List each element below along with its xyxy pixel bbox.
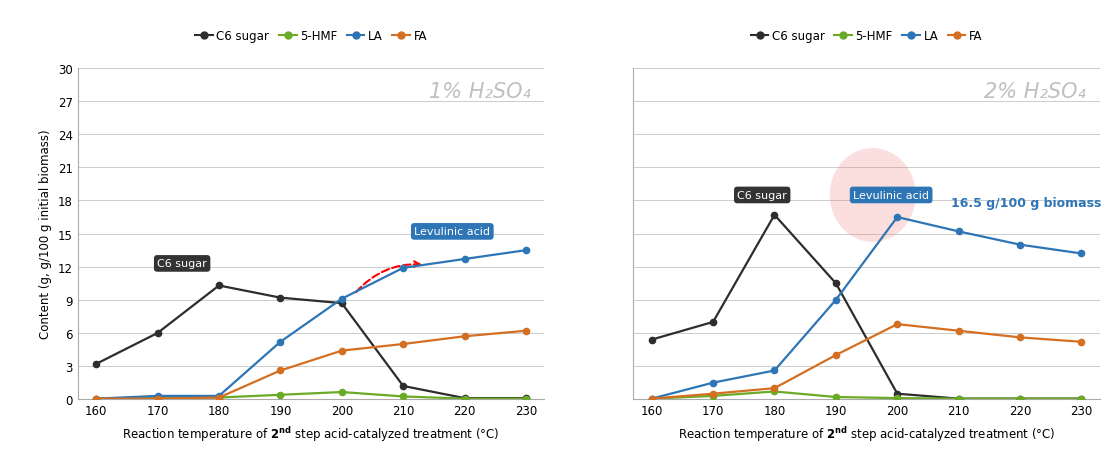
Legend: C6 sugar, 5-HMF, LA, FA: C6 sugar, 5-HMF, LA, FA — [745, 25, 988, 48]
Text: C6 sugar: C6 sugar — [738, 190, 787, 201]
Text: 1% H₂SO₄: 1% H₂SO₄ — [429, 82, 530, 102]
Text: Levulinic acid: Levulinic acid — [853, 190, 929, 201]
Legend: C6 sugar, 5-HMF, LA, FA: C6 sugar, 5-HMF, LA, FA — [190, 25, 432, 48]
Text: Levulinic acid: Levulinic acid — [414, 227, 490, 237]
Ellipse shape — [830, 149, 915, 242]
Text: 16.5 g/100 g biomass: 16.5 g/100 g biomass — [951, 197, 1101, 210]
Y-axis label: Content (g, g/100 g initial biomass): Content (g, g/100 g initial biomass) — [39, 129, 52, 339]
Text: C6 sugar: C6 sugar — [158, 259, 207, 269]
X-axis label: Reaction temperature of $\mathbf{2^{nd}}$ step acid-catalyzed treatment (°C): Reaction temperature of $\mathbf{2^{nd}}… — [122, 424, 500, 443]
Text: 2% H₂SO₄: 2% H₂SO₄ — [984, 82, 1085, 102]
X-axis label: Reaction temperature of $\mathbf{2^{nd}}$ step acid-catalyzed treatment (°C): Reaction temperature of $\mathbf{2^{nd}}… — [678, 424, 1055, 443]
